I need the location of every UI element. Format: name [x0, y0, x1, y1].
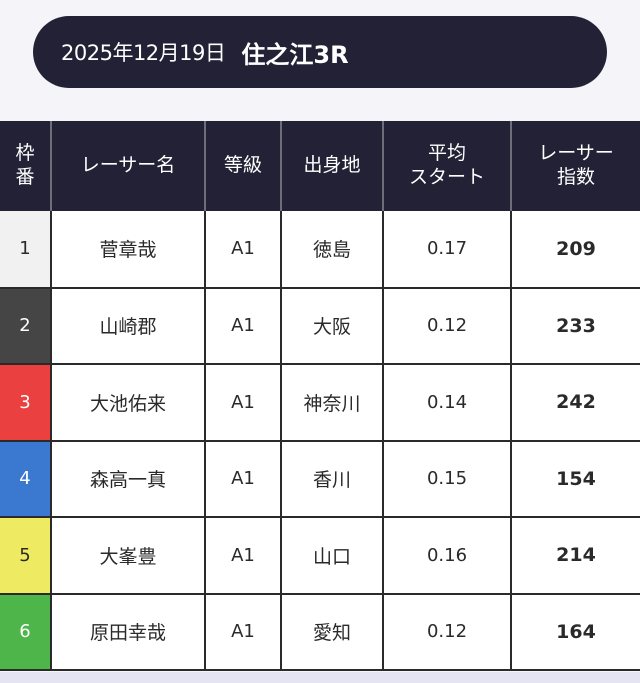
grade-cell: A1: [205, 593, 282, 671]
table-row: 3 大池佑来 A1 神奈川 0.14 242: [0, 364, 640, 442]
racer-table: 枠 番 レーサー名 等級 出身地 平均 スタート レーサー 指数 1 菅章哉 A…: [0, 121, 640, 671]
racer-name-cell: 大峯豊: [51, 517, 206, 595]
header-frame-line2: 番: [15, 166, 35, 188]
header-frame: 枠 番: [0, 121, 52, 211]
race-title-banner: 2025年12月19日 住之江3R: [33, 16, 607, 88]
header-racer-index-line2: 指数: [556, 166, 595, 188]
header-racer-index-line1: レーサー: [538, 142, 614, 165]
header-frame-line1: 枠: [15, 142, 35, 165]
frame-number-cell: 4: [0, 440, 52, 518]
avg-start-cell: 0.14: [383, 364, 512, 442]
table-row: 5 大峯豊 A1 山口 0.16 214: [0, 517, 640, 595]
racer-name-cell: 原田幸哉: [51, 593, 206, 671]
header-avg-start: 平均 スタート: [383, 121, 512, 211]
origin-cell: 大阪: [281, 287, 384, 365]
frame-number-cell: 5: [0, 517, 52, 595]
origin-cell: 愛知: [281, 593, 384, 671]
header-origin: 出身地: [281, 121, 384, 211]
table-header-row: 枠 番 レーサー名 等級 出身地 平均 スタート レーサー 指数: [0, 121, 640, 211]
avg-start-cell: 0.15: [383, 440, 512, 518]
racer-name-cell: 大池佑来: [51, 364, 206, 442]
racer-index-cell: 154: [511, 440, 640, 518]
racer-index-cell: 164: [511, 593, 640, 671]
header-racer-name: レーサー名: [51, 121, 206, 211]
grade-cell: A1: [205, 364, 282, 442]
header-avg-start-line1: 平均: [427, 142, 466, 165]
avg-start-cell: 0.16: [383, 517, 512, 595]
frame-number-cell: 2: [0, 287, 52, 365]
header-racer-index: レーサー 指数: [511, 121, 640, 211]
racer-name-cell: 森高一真: [51, 440, 206, 518]
origin-cell: 徳島: [281, 211, 384, 289]
race-date: 2025年12月19日: [61, 41, 226, 65]
grade-cell: A1: [205, 517, 282, 595]
avg-start-cell: 0.12: [383, 287, 512, 365]
table-row: 6 原田幸哉 A1 愛知 0.12 164: [0, 593, 640, 671]
header-grade: 等級: [205, 121, 282, 211]
frame-number-cell: 3: [0, 364, 52, 442]
racer-name-cell: 菅章哉: [51, 211, 206, 289]
table-row: 2 山崎郡 A1 大阪 0.12 233: [0, 287, 640, 365]
origin-cell: 山口: [281, 517, 384, 595]
race-name: 住之江3R: [241, 40, 349, 69]
bottom-strip: [0, 672, 640, 683]
grade-cell: A1: [205, 440, 282, 518]
racer-index-cell: 209: [511, 211, 640, 289]
grade-cell: A1: [205, 287, 282, 365]
racer-name-cell: 山崎郡: [51, 287, 206, 365]
racer-index-cell: 214: [511, 517, 640, 595]
frame-number-cell: 6: [0, 593, 52, 671]
racer-index-cell: 242: [511, 364, 640, 442]
racer-index-cell: 233: [511, 287, 640, 365]
avg-start-cell: 0.12: [383, 593, 512, 671]
header-avg-start-line2: スタート: [408, 166, 485, 188]
grade-cell: A1: [205, 211, 282, 289]
table-row: 1 菅章哉 A1 徳島 0.17 209: [0, 211, 640, 289]
origin-cell: 香川: [281, 440, 384, 518]
avg-start-cell: 0.17: [383, 211, 512, 289]
table-row: 4 森高一真 A1 香川 0.15 154: [0, 440, 640, 518]
origin-cell: 神奈川: [281, 364, 384, 442]
frame-number-cell: 1: [0, 211, 52, 289]
